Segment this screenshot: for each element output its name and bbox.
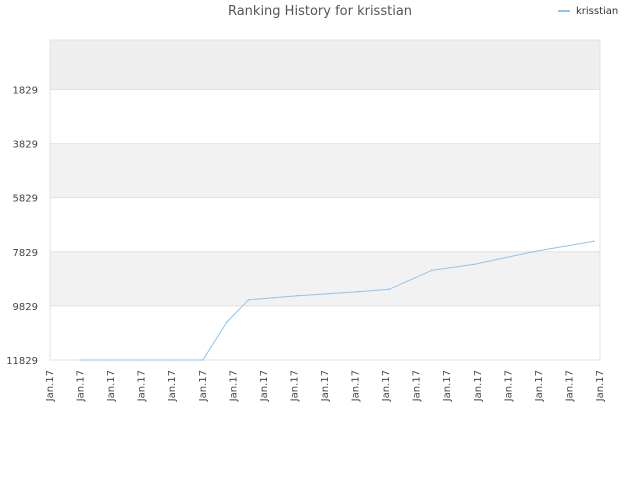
- y-tick-label: 5829: [13, 194, 38, 205]
- x-tick-label: Jan.17: [259, 370, 270, 402]
- data-point: [431, 269, 433, 272]
- data-point: [388, 288, 390, 291]
- plot-band: [50, 143, 600, 198]
- plot-frame: [49, 39, 601, 361]
- x-tick-label: Jan.17: [442, 370, 453, 402]
- data-point: [171, 359, 174, 361]
- chart-title: Ranking History for krisstian: [227, 4, 413, 19]
- plot-band: [50, 251, 600, 306]
- data-point: [247, 298, 250, 301]
- data-point: [357, 290, 360, 293]
- y-tick-label: 11829: [6, 356, 38, 367]
- x-tick-label: Jan.17: [76, 370, 87, 402]
- y-tick-label: 3829: [13, 140, 38, 151]
- data-point: [531, 251, 534, 253]
- data-point: [110, 359, 112, 361]
- legend-label: krisstian: [576, 6, 619, 17]
- data-point: [79, 359, 82, 361]
- data-point: [140, 359, 143, 361]
- x-tick-label: Jan.17: [137, 370, 148, 402]
- x-tick-label: Jan.17: [106, 370, 117, 402]
- legend-swatch-icon: [558, 10, 570, 12]
- x-tick-label: Jan.17: [167, 370, 178, 402]
- y-tick-label: 9829: [13, 302, 38, 313]
- x-tick-label: Jan.17: [595, 370, 606, 402]
- x-tick-label: Jan.17: [534, 370, 545, 402]
- x-tick-label: Jan.17: [320, 370, 331, 402]
- series-line: [80, 240, 594, 361]
- data-point: [296, 294, 299, 297]
- x-tick-label: Jan.17: [45, 370, 56, 402]
- x-tick-label: Jan.17: [503, 370, 514, 402]
- x-tick-label: Jan.17: [564, 370, 575, 402]
- data-point: [226, 320, 229, 323]
- y-tick-label: 1829: [13, 85, 38, 96]
- x-tick-label: Jan.17: [412, 370, 423, 402]
- x-tick-label: Jan.17: [351, 370, 362, 402]
- x-tick-label: Jan.17: [289, 370, 300, 402]
- data-point: [593, 240, 595, 243]
- data-point: [327, 292, 329, 295]
- data-point: [201, 359, 204, 361]
- x-tick-label: Jan.17: [473, 370, 484, 402]
- y-tick-label: 7829: [13, 248, 38, 259]
- x-tick-label: Jan.17: [198, 370, 209, 402]
- data-point: [272, 296, 274, 299]
- x-tick-label: Jan.17: [381, 370, 392, 402]
- x-tick-label: Jan.17: [228, 370, 239, 402]
- data-point: [473, 263, 476, 266]
- plot-band: [50, 40, 600, 90]
- legend[interactable]: krisstian: [558, 6, 618, 17]
